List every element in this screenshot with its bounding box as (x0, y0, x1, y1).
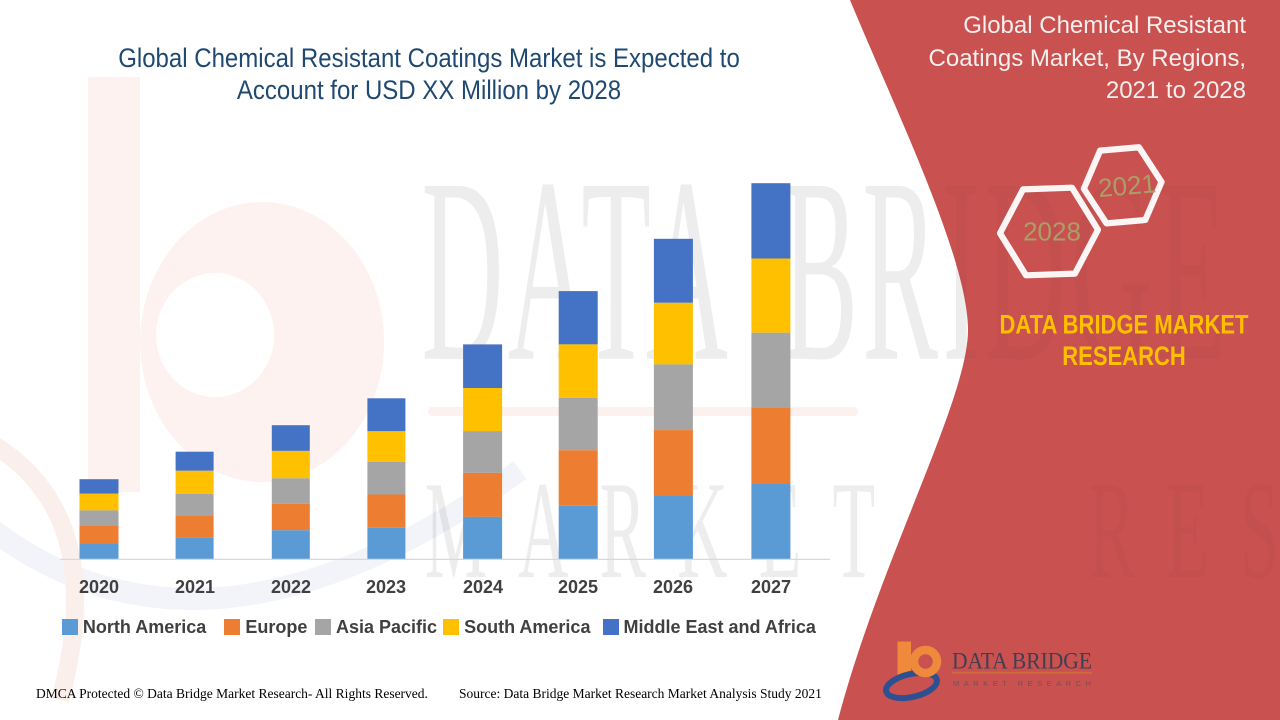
svg-text:MARKET RESEARCH: MARKET RESEARCH (953, 679, 1091, 688)
svg-text:2028: 2028 (1023, 217, 1081, 247)
svg-text:DATA BRIDGE: DATA BRIDGE (952, 649, 1092, 675)
svg-text:2021: 2021 (1097, 168, 1157, 203)
